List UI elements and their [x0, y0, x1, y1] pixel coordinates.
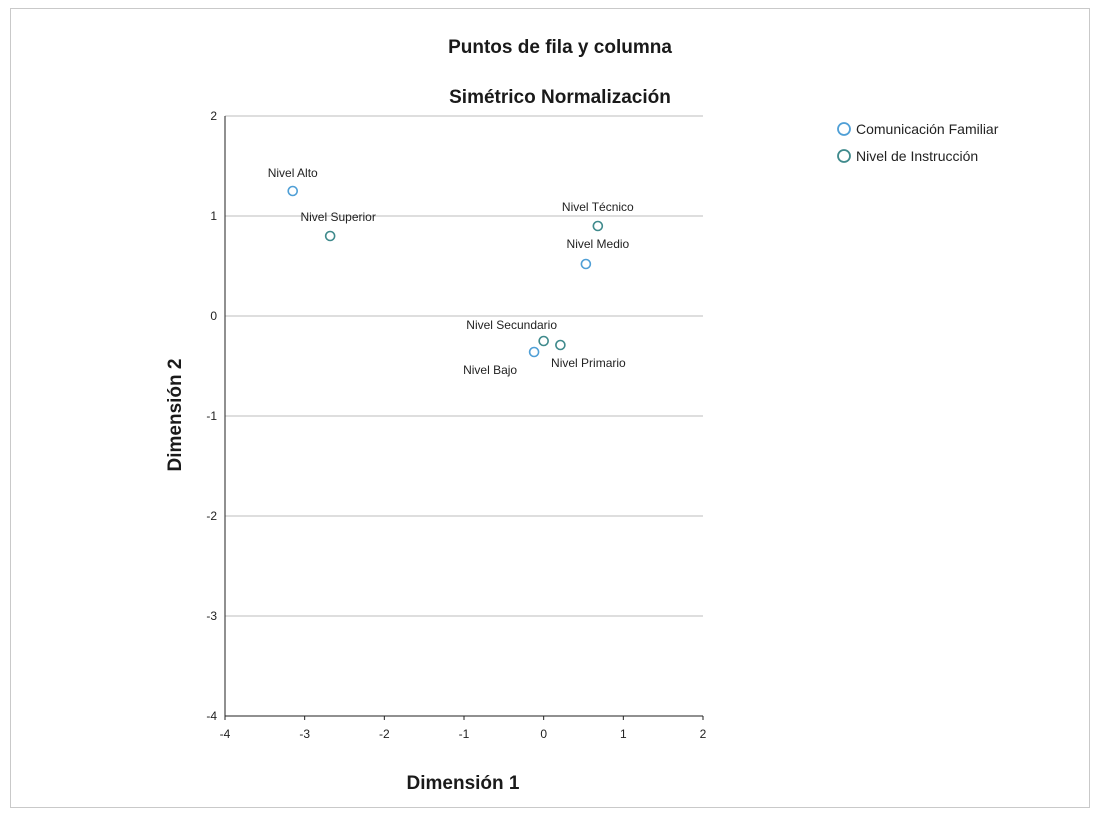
- point-label: Nivel Superior: [300, 210, 375, 224]
- legend-marker-comunicacion: [837, 122, 851, 136]
- x-tick-label: -2: [379, 727, 390, 741]
- chart-title: Puntos de fila y columna: [448, 37, 672, 58]
- x-tick-label: 2: [700, 727, 707, 741]
- y-tick-label: -1: [206, 409, 217, 423]
- point-label: Nivel Bajo: [463, 363, 517, 377]
- y-tick-label: 0: [210, 309, 217, 323]
- scatter-point: [528, 346, 540, 358]
- legend-label-instruccion: Nivel de Instrucción: [856, 148, 978, 164]
- scatter-point: [287, 185, 299, 197]
- x-tick-label: 0: [540, 727, 547, 741]
- y-tick-label: -2: [206, 509, 217, 523]
- legend-marker-instruccion: [837, 149, 851, 163]
- scatter-point: [538, 335, 549, 347]
- point-label: Nivel Primario: [551, 356, 626, 370]
- x-tick-label: -1: [459, 727, 470, 741]
- y-tick-label: -3: [206, 609, 217, 623]
- y-tick-label: 1: [210, 209, 217, 223]
- axes: [224, 116, 704, 720]
- data-points: [287, 185, 604, 358]
- x-tick-label: -3: [299, 727, 310, 741]
- chart-subtitle: Simétrico Normalización: [449, 87, 671, 108]
- scatter-point: [324, 230, 336, 242]
- x-tick-label: 1: [620, 727, 627, 741]
- legend: Comunicación Familiar Nivel de Instrucci…: [837, 121, 999, 164]
- y-tick-label: -4: [206, 709, 217, 723]
- scatter-point: [592, 220, 604, 232]
- point-labels: Nivel Alto Nivel Medio Nivel Bajo Nivel Sup…: [268, 166, 634, 377]
- x-axis-title: Dimensión 1: [407, 773, 520, 794]
- scatter-point: [580, 258, 592, 270]
- point-label: Nivel Alto: [268, 166, 318, 180]
- point-label: Nivel Técnico: [562, 200, 634, 214]
- legend-label-comunicacion: Comunicación Familiar: [856, 121, 999, 137]
- x-tick-label: -4: [220, 727, 231, 741]
- chart-frame: [10, 8, 1090, 808]
- y-tick-label: 2: [210, 109, 217, 123]
- tick-labels: 2 1 0 -1 -2 -3 -4-4 -3 -2 -1 0 1 2: [206, 109, 706, 741]
- point-label: Nivel Secundario: [466, 318, 557, 332]
- point-label: Nivel Medio: [567, 237, 630, 251]
- y-axis-title: Dimensión 2: [165, 359, 186, 472]
- scatter-point: [555, 339, 566, 351]
